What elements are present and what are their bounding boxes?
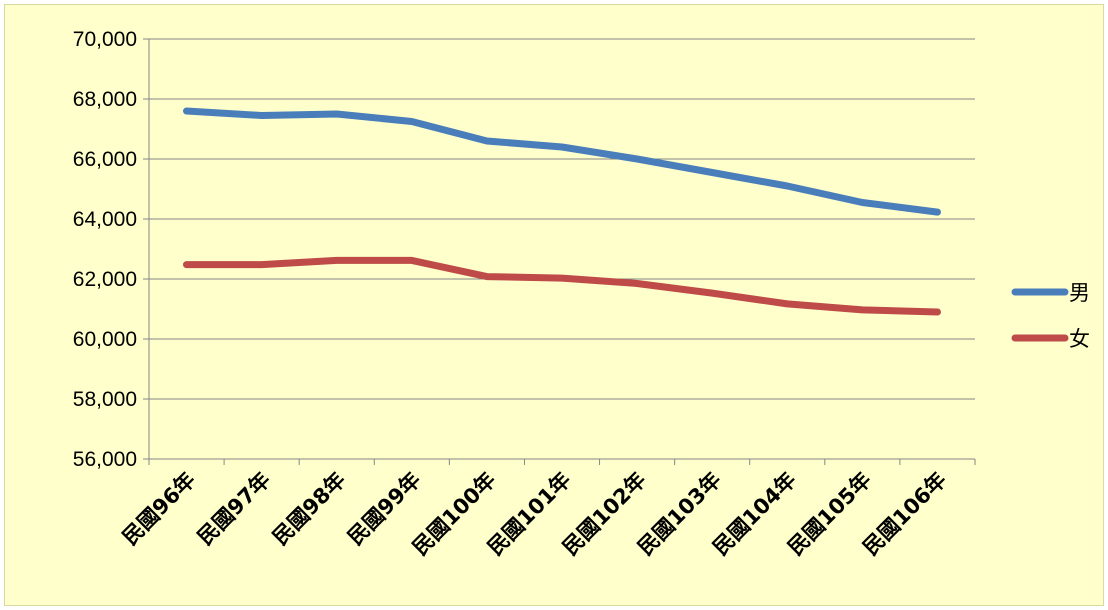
y-tick-label: 68,000	[73, 88, 137, 111]
y-tick-label: 70,000	[73, 28, 137, 51]
axes	[143, 38, 976, 465]
y-tick-label: 58,000	[73, 388, 137, 411]
y-tick-label: 66,000	[73, 148, 137, 171]
y-tick-label: 56,000	[73, 448, 137, 471]
y-tick-label: 60,000	[73, 328, 137, 351]
legend-label: 男	[1069, 281, 1090, 305]
series-line-female	[183, 256, 941, 316]
series-lines	[183, 107, 941, 316]
line-chart: 56,000 58,000 60,000 62,000 64,000 66,000 68,0…	[73, 28, 1090, 561]
series-line-male	[183, 107, 941, 216]
gridlines	[149, 38, 975, 400]
y-axis-ticks: 56,000 58,000 60,000 62,000 64,000 66,000 68,0…	[73, 28, 137, 471]
legend-label: 女	[1069, 327, 1090, 351]
legend: 男女	[1011, 281, 1090, 351]
y-tick-label: 62,000	[73, 268, 137, 291]
x-tick-label: 民國98年	[268, 468, 350, 550]
x-tick-label: 民國97年	[193, 468, 275, 550]
y-tick-label: 64,000	[73, 208, 137, 231]
x-tick-label: 民國96年	[118, 468, 200, 550]
x-axis-ticks: 民國96年民國97年民國98年民國99年民國100年民國101年民國102年民國…	[118, 468, 951, 561]
chart-area: 56,000 58,000 60,000 62,000 64,000 66,000 68,0…	[4, 4, 1104, 606]
